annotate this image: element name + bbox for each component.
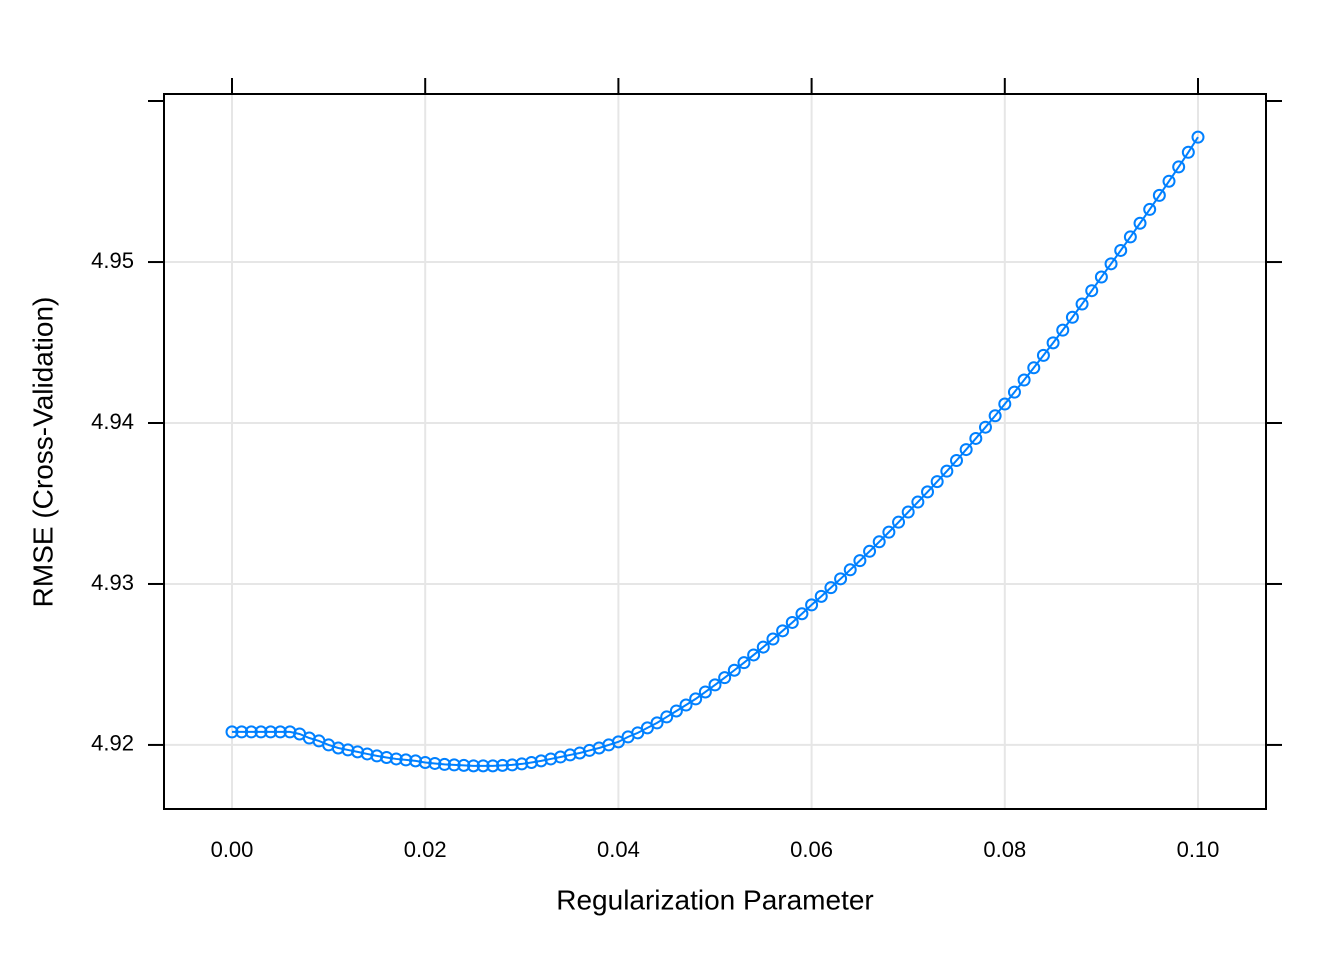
point bbox=[1133, 216, 1147, 230]
point bbox=[399, 753, 413, 767]
point bbox=[370, 749, 384, 763]
point bbox=[776, 624, 790, 638]
point bbox=[698, 685, 712, 699]
point bbox=[718, 671, 732, 685]
point bbox=[679, 698, 693, 712]
point bbox=[785, 615, 799, 629]
point bbox=[1036, 348, 1050, 362]
point bbox=[476, 759, 490, 773]
point bbox=[1046, 336, 1060, 350]
point bbox=[650, 716, 664, 730]
point bbox=[756, 640, 770, 654]
point bbox=[988, 409, 1002, 423]
point bbox=[1181, 145, 1195, 159]
point bbox=[747, 648, 761, 662]
point bbox=[1085, 284, 1099, 298]
point bbox=[737, 656, 751, 670]
point bbox=[1104, 257, 1118, 271]
point bbox=[959, 443, 973, 457]
x-tick-label: 0.02 bbox=[404, 837, 447, 862]
point bbox=[969, 431, 983, 445]
point bbox=[978, 420, 992, 434]
point bbox=[1094, 270, 1108, 284]
y-axis-label: RMSE (Cross-Validation) bbox=[27, 297, 58, 608]
x-axis-label: Regularization Parameter bbox=[556, 884, 874, 915]
point bbox=[766, 632, 780, 646]
point bbox=[389, 752, 403, 766]
point bbox=[438, 757, 452, 771]
point bbox=[225, 725, 239, 739]
point bbox=[1162, 174, 1176, 188]
point bbox=[409, 754, 423, 768]
point bbox=[1075, 297, 1089, 311]
point bbox=[834, 572, 848, 586]
point bbox=[940, 464, 954, 478]
point bbox=[254, 725, 268, 739]
point bbox=[1017, 373, 1031, 387]
point bbox=[824, 581, 838, 595]
point bbox=[486, 759, 500, 773]
point bbox=[1191, 130, 1205, 144]
point bbox=[892, 515, 906, 529]
point bbox=[930, 475, 944, 489]
point bbox=[727, 663, 741, 677]
point bbox=[921, 485, 935, 499]
point bbox=[708, 678, 722, 692]
series-line bbox=[232, 136, 1199, 767]
point bbox=[669, 704, 683, 718]
point bbox=[457, 758, 471, 772]
point bbox=[1172, 160, 1186, 174]
plot-frame bbox=[163, 93, 1267, 810]
y-tick-label: 4.92 bbox=[91, 731, 134, 756]
point bbox=[795, 607, 809, 621]
point bbox=[447, 758, 461, 772]
point bbox=[273, 725, 287, 739]
point bbox=[524, 755, 538, 769]
point bbox=[911, 495, 925, 509]
point bbox=[843, 563, 857, 577]
point bbox=[1007, 385, 1021, 399]
point bbox=[380, 750, 394, 764]
point bbox=[882, 525, 896, 539]
point bbox=[872, 535, 886, 549]
point bbox=[264, 725, 278, 739]
point bbox=[515, 757, 529, 771]
point bbox=[863, 544, 877, 558]
y-tick-label: 4.95 bbox=[91, 248, 134, 273]
point bbox=[1152, 188, 1166, 202]
point bbox=[901, 505, 915, 519]
point bbox=[235, 725, 249, 739]
point bbox=[1027, 361, 1041, 375]
point bbox=[853, 554, 867, 568]
point bbox=[505, 758, 519, 772]
point bbox=[428, 756, 442, 770]
point bbox=[467, 759, 481, 773]
point bbox=[689, 692, 703, 706]
point bbox=[805, 598, 819, 612]
point bbox=[1143, 202, 1157, 216]
point bbox=[1056, 323, 1070, 337]
x-tick-label: 0.04 bbox=[597, 837, 640, 862]
x-tick-label: 0.08 bbox=[983, 837, 1026, 862]
y-tick-label: 4.93 bbox=[91, 570, 134, 595]
point bbox=[244, 725, 258, 739]
point bbox=[495, 758, 509, 772]
point bbox=[998, 397, 1012, 411]
point bbox=[949, 454, 963, 468]
y-tick-label: 4.94 bbox=[91, 409, 134, 434]
point bbox=[1065, 310, 1079, 324]
x-tick-label: 0.10 bbox=[1177, 837, 1220, 862]
point bbox=[1114, 243, 1128, 257]
x-tick-label: 0.06 bbox=[790, 837, 833, 862]
point bbox=[660, 710, 674, 724]
x-tick-label: 0.00 bbox=[211, 837, 254, 862]
point bbox=[1123, 230, 1137, 244]
point bbox=[814, 589, 828, 603]
point bbox=[418, 755, 432, 769]
